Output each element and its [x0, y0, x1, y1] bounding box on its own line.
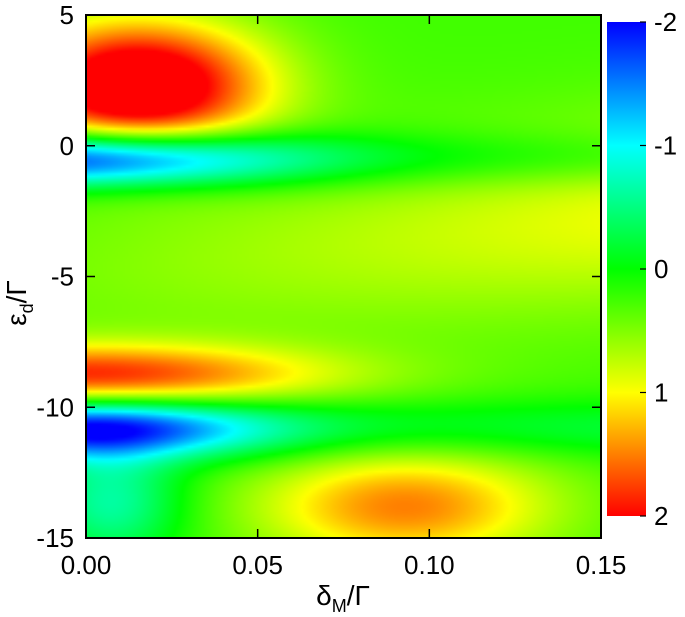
colorbar-tick-label: -1 [654, 131, 677, 161]
y-tick-label: -10 [36, 392, 74, 422]
y-tick-label: -5 [51, 262, 74, 292]
y-axis-title: εd/Γ [1, 280, 37, 326]
y-axis: 5 0 -5 -10 -15 [36, 0, 601, 553]
heatmap-plot-area [85, 14, 602, 539]
y-axis-title-subscript: d [17, 303, 37, 313]
x-axis-title-main: δ [316, 580, 332, 611]
x-tick-label: 0.15 [576, 550, 627, 580]
x-tick-label: 0.10 [404, 550, 455, 580]
y-tick-label: -15 [36, 523, 74, 553]
x-axis-title: δM/Γ [316, 580, 370, 616]
colorbar-tick-label: 1 [654, 378, 668, 408]
y-axis-title-tail: /Γ [1, 280, 32, 303]
y-tick-label: 0 [60, 131, 74, 161]
heatmap-image [86, 15, 601, 538]
x-tick-label: 0.05 [232, 550, 283, 580]
x-axis-title-tail: /Γ [347, 580, 370, 611]
colorbar-gradient [607, 22, 646, 516]
y-axis-title-main: ε [1, 313, 32, 325]
colorbar-tick-label: -2 [654, 7, 677, 37]
colorbar-ticks: -2 -1 0 1 2 [640, 7, 677, 531]
colorbar-tick-label: 0 [654, 254, 668, 284]
colorbar-tick-label: 2 [654, 501, 668, 531]
x-axis: 0.00 0.05 0.10 0.15 [61, 15, 627, 580]
x-axis-title-subscript: M [332, 596, 347, 616]
x-tick-label: 0.00 [61, 550, 112, 580]
y-tick-label: 5 [60, 0, 74, 30]
colorbar: -2 -1 0 1 2 [607, 7, 677, 531]
